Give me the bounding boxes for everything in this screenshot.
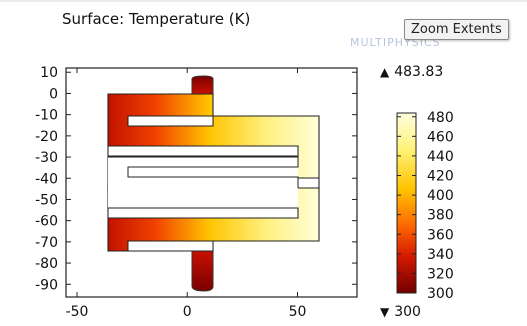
- y-tick-label: -30: [35, 150, 58, 166]
- y-tick-label: 10: [40, 65, 58, 81]
- colorbar-tick-label: 360: [427, 227, 454, 243]
- colorbar-tick-label: 440: [427, 149, 454, 165]
- colorbar-tick-label: 300: [427, 286, 454, 302]
- y-tick-label: -10: [35, 108, 58, 124]
- colorbar-tick-label: 460: [427, 129, 454, 145]
- colorbar-tick-label: 480: [427, 110, 454, 126]
- max-value: 483.83: [394, 64, 444, 80]
- gap-upper: [107, 145, 299, 157]
- heater-stub-top: [191, 75, 214, 95]
- y-tick-label: -80: [35, 256, 58, 272]
- colorbar-gradient: [396, 112, 417, 294]
- colorbar-ticks: 480 460 440 420 400 380 360 340 320 300: [397, 110, 454, 302]
- max-triangle-icon: ▲: [380, 65, 390, 79]
- axis-ticks: [66, 68, 357, 297]
- y-tick-label: 0: [49, 86, 58, 102]
- y-tick-label: -50: [35, 192, 58, 208]
- gap-middle-outline: [108, 156, 299, 188]
- max-value-label: ▲ 483.83: [380, 64, 443, 80]
- y-tick-label: -90: [35, 277, 58, 293]
- colorbar-tick-label: 320: [427, 266, 454, 282]
- colorbar-tick-label: 340: [427, 247, 454, 263]
- colorbar-tick-label: 380: [427, 208, 454, 224]
- x-tick-label: -50: [66, 304, 89, 320]
- gap-lower-inner: [127, 240, 214, 252]
- heater-geometry: [107, 75, 320, 292]
- x-tick-label: 0: [183, 304, 192, 320]
- gap-upper-inner: [127, 115, 214, 127]
- colorbar: [396, 112, 417, 294]
- gap-middle: [108, 157, 298, 208]
- y-tick-label: -40: [35, 171, 58, 187]
- x-tick-label: 50: [289, 304, 307, 320]
- window-top-edge: [0, 0, 527, 2]
- zoom-extents-tooltip: Zoom Extents: [404, 19, 509, 40]
- min-triangle-icon: ▼: [380, 305, 390, 319]
- plot-title: Surface: Temperature (K): [62, 10, 251, 28]
- colorbar-tick-label: 400: [427, 188, 454, 204]
- colorbar-tick-label: 420: [427, 169, 454, 185]
- min-value: 300: [394, 304, 421, 320]
- y-tick-label: -60: [35, 214, 58, 230]
- heater-stub-bottom: [191, 250, 214, 292]
- min-value-label: ▼ 300: [380, 304, 421, 320]
- gap-lower: [107, 207, 299, 219]
- y-tick-label: -20: [35, 129, 58, 145]
- y-tick-label: -70: [35, 235, 58, 251]
